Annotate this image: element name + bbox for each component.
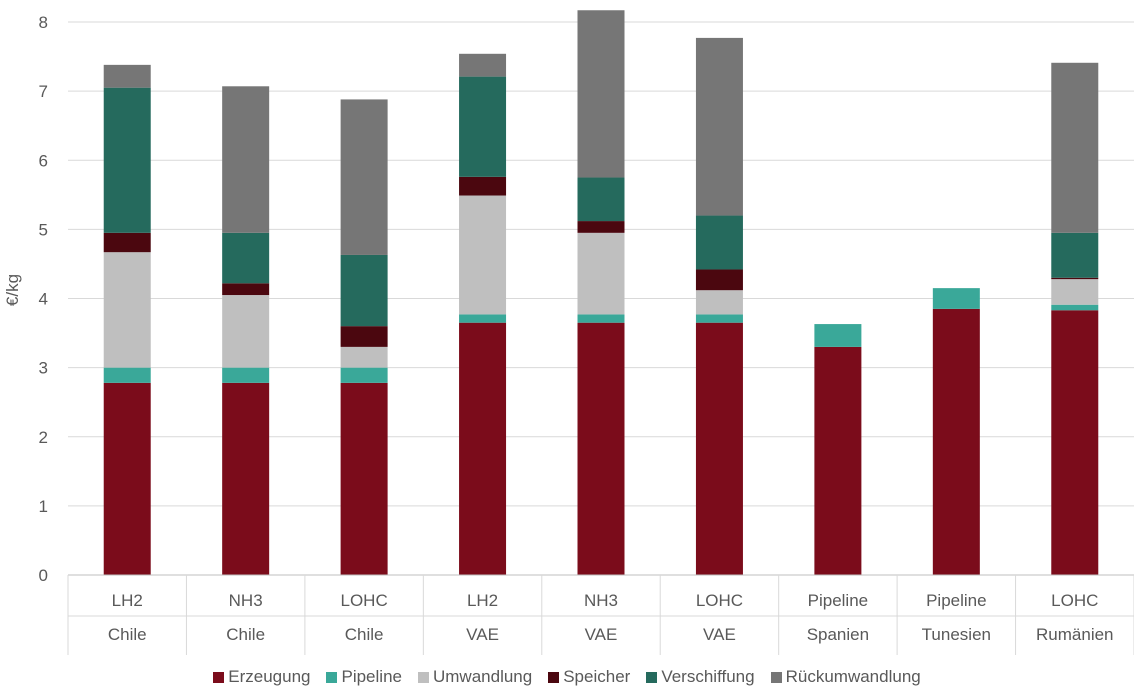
- bar-segment-umwandlung: [222, 295, 270, 368]
- bar-segment-pipeline: [577, 314, 625, 323]
- legend: Erzeugung Pipeline Umwandlung Speicher Versc…: [0, 666, 1134, 688]
- bar-segment-umwandlung: [1051, 279, 1099, 305]
- category-carrier-label: LOHC: [1051, 591, 1098, 610]
- bar-segment-rückumwandlung: [695, 37, 743, 216]
- bar-segment-erzeugung: [222, 382, 270, 575]
- legend-swatch: [417, 671, 429, 683]
- bar-segment-erzeugung: [1051, 310, 1099, 575]
- category-country-label: Spanien: [807, 625, 869, 644]
- bar-segment-erzeugung: [814, 346, 862, 575]
- category-carrier-label: Pipeline: [808, 591, 869, 610]
- x-axis: LH2 Chile NH3 Chile LOHC Chile LH2 VAE NH3 VAE LOH…: [67, 574, 1134, 655]
- legend-label: Erzeugung: [228, 667, 311, 686]
- legend-item: Umwandlung: [417, 667, 533, 687]
- legend-swatch: [548, 671, 560, 683]
- bar-segment-verschiffung: [222, 232, 270, 284]
- bar-segment-umwandlung: [695, 290, 743, 315]
- y-tick-label: 2: [39, 428, 48, 447]
- bar-segment-umwandlung: [577, 232, 625, 315]
- legend-swatch: [213, 671, 225, 683]
- bar-segment-speicher: [695, 269, 743, 291]
- category-country-label: Chile: [226, 625, 265, 644]
- bar-segment-rückumwandlung: [459, 53, 507, 77]
- bar-segment-verschiffung: [577, 177, 625, 222]
- category-carrier-label: Pipeline: [926, 591, 987, 610]
- y-tick-label: 5: [39, 220, 48, 239]
- bar-segment-rückumwandlung: [222, 86, 270, 233]
- bar-segment-pipeline: [340, 367, 388, 383]
- category-country-label: Chile: [345, 625, 384, 644]
- bar-segment-pipeline: [222, 367, 270, 383]
- legend-item: Erzeugung: [213, 667, 310, 687]
- legend-label: Pipeline: [341, 667, 402, 686]
- bar-segment-speicher: [222, 283, 270, 296]
- category-country-label: VAE: [703, 625, 736, 644]
- category-country-label: Rumänien: [1036, 625, 1114, 644]
- category-carrier-label: LOHC: [340, 591, 387, 610]
- legend-item: Verschiffung: [646, 667, 755, 687]
- bar-segment-rückumwandlung: [1051, 62, 1099, 233]
- y-tick-label: 8: [39, 13, 48, 32]
- category-country-label: Tunesien: [922, 625, 991, 644]
- bar-segment-rückumwandlung: [340, 99, 388, 255]
- bar-segment-pipeline: [1051, 304, 1099, 311]
- legend-swatch: [770, 671, 782, 683]
- category-carrier-label: LOHC: [696, 591, 743, 610]
- category-carrier-label: LH2: [112, 591, 143, 610]
- bar-segment-pipeline: [932, 288, 980, 309]
- category-carrier-label: NH3: [584, 591, 618, 610]
- y-tick-label: 7: [39, 82, 48, 101]
- bar-segment-pipeline: [814, 324, 862, 347]
- bar-segment-umwandlung: [340, 346, 388, 368]
- legend-label: Rückumwandlung: [785, 667, 921, 686]
- bar-segment-speicher: [340, 326, 388, 347]
- bar-segment-speicher: [1051, 277, 1099, 280]
- legend-label: Umwandlung: [432, 667, 533, 686]
- legend-label: Verschiffung: [661, 667, 755, 686]
- bar-segment-umwandlung: [459, 195, 507, 315]
- bar-segment-speicher: [103, 232, 151, 253]
- category-country-label: Chile: [108, 625, 147, 644]
- y-tick-label: 4: [39, 290, 48, 309]
- legend-label: Speicher: [563, 667, 631, 686]
- bar-segment-verschiffung: [103, 87, 151, 233]
- bar-segment-pipeline: [103, 367, 151, 383]
- category-carrier-label: NH3: [229, 591, 263, 610]
- bar-segment-erzeugung: [340, 382, 388, 575]
- legend-swatch: [646, 671, 658, 683]
- bar-segment-umwandlung: [103, 252, 151, 368]
- bar-segment-erzeugung: [103, 382, 151, 575]
- bar-segment-speicher: [577, 221, 625, 233]
- category-carrier-label: LH2: [467, 591, 498, 610]
- bar-segment-verschiffung: [695, 215, 743, 270]
- bars: [103, 10, 1099, 575]
- y-tick-label: 1: [39, 497, 48, 516]
- bar-segment-erzeugung: [459, 322, 507, 575]
- bar-segment-pipeline: [459, 314, 507, 323]
- bar-segment-erzeugung: [932, 308, 980, 575]
- y-tick-labels: 0 1 2 3 4 5 6 7 8: [39, 13, 48, 585]
- bar-segment-verschiffung: [1051, 232, 1099, 278]
- y-tick-label: 6: [39, 151, 48, 170]
- bar-segment-verschiffung: [459, 76, 507, 177]
- y-axis-label: €/kg: [3, 274, 22, 306]
- bar-segment-erzeugung: [695, 322, 743, 575]
- category-country-label: VAE: [466, 625, 499, 644]
- legend-item: Speicher: [548, 667, 630, 687]
- legend-item: Rückumwandlung: [770, 667, 921, 687]
- legend-item: Pipeline: [326, 667, 402, 687]
- bar-segment-pipeline: [695, 314, 743, 323]
- bar-segment-erzeugung: [577, 322, 625, 575]
- bar-segment-speicher: [459, 176, 507, 196]
- category-country-label: VAE: [585, 625, 618, 644]
- legend-swatch: [326, 671, 338, 683]
- bar-segment-rückumwandlung: [103, 64, 151, 88]
- y-tick-label: 3: [39, 359, 48, 378]
- bar-segment-rückumwandlung: [577, 10, 625, 178]
- bar-segment-verschiffung: [340, 254, 388, 327]
- y-tick-label: 0: [39, 566, 48, 585]
